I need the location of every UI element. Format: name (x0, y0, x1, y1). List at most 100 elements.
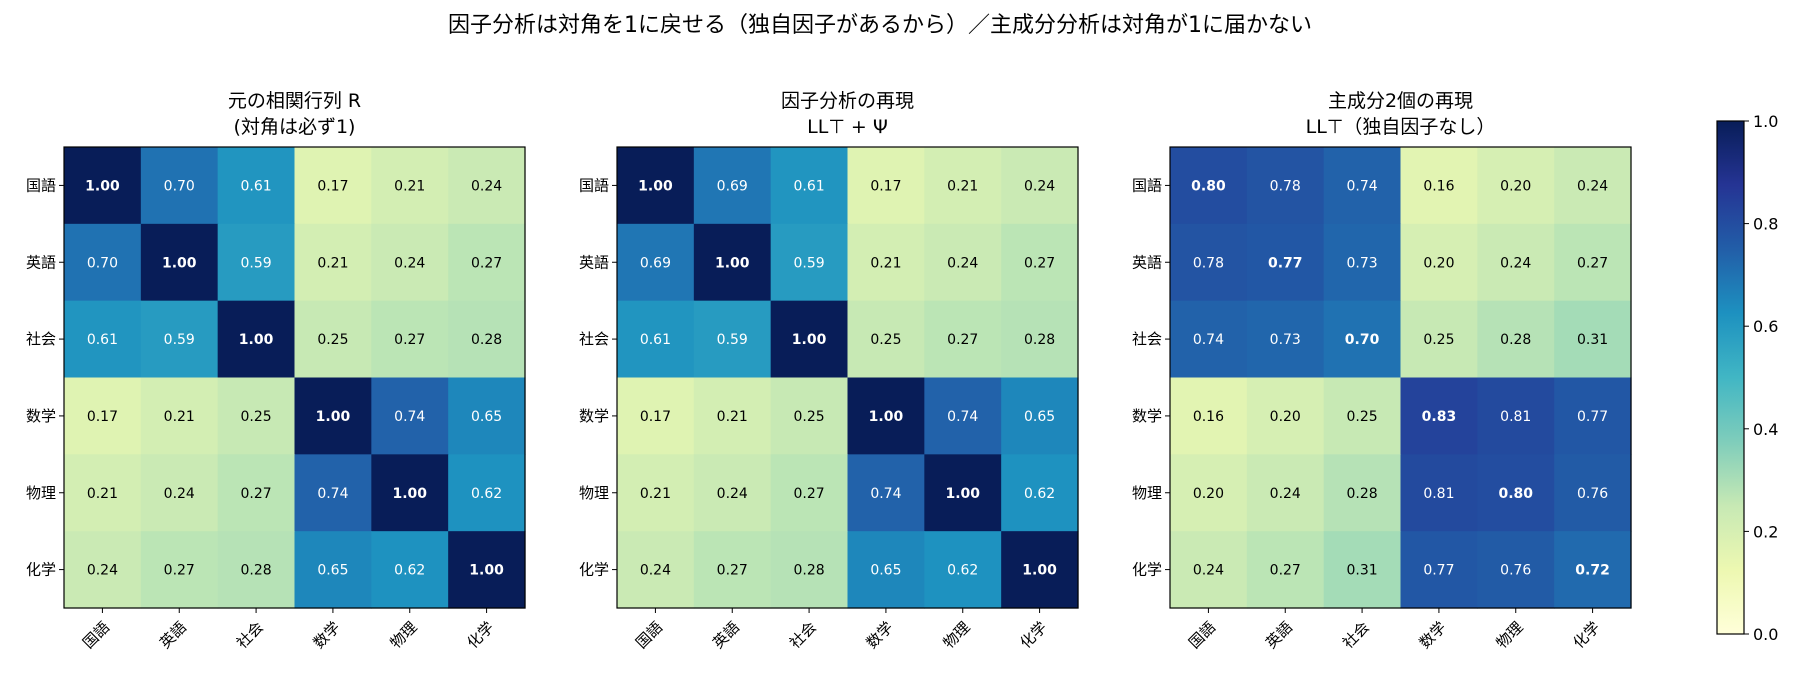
cell-value-label: 0.74 (317, 486, 348, 502)
panel-title-line: 因子分析の再現 (781, 90, 914, 112)
y-tick-label: 物理 (579, 484, 609, 502)
cell-value-label: 0.70 (164, 178, 195, 194)
heatmap-cell (371, 300, 449, 379)
cell-value-label: 1.00 (239, 332, 274, 348)
heatmap-cell (1001, 377, 1079, 455)
y-tick-label: 化学 (26, 561, 56, 579)
cell-value-label: 0.16 (1423, 178, 1454, 194)
cell-value-label: 0.31 (1577, 332, 1608, 348)
cell-value-label: 0.21 (947, 178, 978, 194)
heatmap-cell (770, 454, 849, 532)
cell-value-label: 0.21 (870, 255, 901, 271)
heatmap-cell (847, 147, 925, 225)
x-tick-label: 化学 (1016, 618, 1050, 652)
cell-value-label: 0.24 (1577, 178, 1608, 194)
heatmap-cell (617, 300, 695, 379)
x-tick-label: 数学 (863, 618, 897, 652)
heatmap-cell (1001, 531, 1079, 609)
heatmap-cell (847, 377, 925, 455)
cell-value-label: 0.78 (1270, 178, 1301, 194)
heatmap-cell (140, 223, 219, 302)
heatmap-cell (217, 223, 296, 302)
panel-title-line: (対角は必ず1) (234, 116, 356, 138)
cell-value-label: 0.28 (1346, 486, 1377, 502)
heatmap-cell (924, 300, 1002, 379)
x-tick-label: 社会 (786, 618, 820, 652)
cell-value-label: 0.80 (1191, 178, 1226, 194)
cell-value-label: 0.25 (870, 332, 901, 348)
cell-value-label: 0.62 (1024, 486, 1055, 502)
cell-value-label: 0.59 (793, 255, 824, 271)
cell-value-label: 0.81 (1423, 486, 1454, 502)
x-tick-label: 国語 (79, 618, 113, 652)
heatmap-cell (1246, 377, 1325, 455)
cell-value-label: 1.00 (945, 486, 980, 502)
heatmap-panel-3: 主成分2個の再現 LL⊤（独自因子なし） 0.80 0.78 0.74 0.16 0.20 0… (1132, 90, 1632, 652)
heatmap-cell (448, 300, 526, 379)
heatmap-cell (1246, 223, 1325, 302)
cell-value-label: 0.20 (1500, 178, 1531, 194)
heatmap-cell (1400, 454, 1478, 532)
cell-value-label: 0.59 (240, 255, 271, 271)
cell-value-label: 1.00 (85, 178, 120, 194)
heatmap-cell (1400, 147, 1478, 225)
cell-value-label: 0.27 (164, 563, 195, 579)
heatmap-cell (1170, 531, 1248, 609)
heatmap-cell (64, 223, 142, 302)
cell-value-label: 0.65 (1024, 409, 1055, 425)
heatmap-cell (847, 300, 925, 379)
cell-value-label: 0.21 (717, 409, 748, 425)
heatmap-cell (217, 300, 296, 379)
heatmap-cell (371, 223, 449, 302)
heatmap-cell (1400, 377, 1478, 455)
cell-value-label: 0.74 (1346, 178, 1377, 194)
cell-value-label: 0.25 (240, 409, 271, 425)
heatmap-cell (924, 531, 1002, 609)
heatmap-panel-2: 因子分析の再現 LL⊤ + Ψ 1.00 0.69 0.61 0.17 0.21 0.24 0.… (579, 90, 1079, 652)
heatmap-cell (617, 454, 695, 532)
heatmap-cell (1170, 300, 1248, 379)
heatmap-cell (770, 223, 849, 302)
cell-value-label: 0.31 (1346, 563, 1377, 579)
cell-value-label: 0.24 (471, 178, 502, 194)
cell-value-label: 0.76 (1577, 486, 1608, 502)
cell-value-label: 0.62 (394, 563, 425, 579)
heatmap-cell (217, 531, 296, 609)
x-tick-label: 英語 (709, 618, 743, 652)
heatmap-cell (64, 300, 142, 379)
heatmap-cell (847, 223, 925, 302)
heatmap-cell (140, 300, 219, 379)
heatmap-cell (693, 300, 772, 379)
cell-value-label: 0.27 (240, 486, 271, 502)
cell-value-label: 0.17 (870, 178, 901, 194)
cell-value-label: 0.83 (1422, 409, 1457, 425)
cell-value-label: 0.20 (1423, 255, 1454, 271)
panel-title-line: LL⊤（独自因子なし） (1306, 116, 1496, 138)
y-tick-label: 国語 (1132, 176, 1162, 194)
cell-value-label: 0.24 (1193, 563, 1224, 579)
heatmap-cell (1554, 223, 1632, 302)
cell-value-label: 1.00 (316, 409, 351, 425)
heatmap-cell (617, 223, 695, 302)
heatmap-cell (1477, 454, 1555, 532)
y-tick-label: 社会 (579, 330, 609, 348)
y-tick-label: 国語 (579, 176, 609, 194)
x-tick-label: 社会 (1339, 618, 1373, 652)
cell-value-label: 0.27 (793, 486, 824, 502)
cell-value-label: 0.65 (471, 409, 502, 425)
x-tick-label: 国語 (1185, 618, 1219, 652)
heatmap-cell (1554, 454, 1632, 532)
panel-title-line: 元の相関行列 R (228, 90, 361, 112)
colorbar-gradient (1716, 120, 1745, 635)
panel-frame (1169, 146, 1632, 609)
y-tick-label: 数学 (579, 407, 609, 425)
cell-value-label: 0.27 (471, 255, 502, 271)
cell-value-label: 1.00 (469, 563, 504, 579)
cell-value-label: 0.21 (640, 486, 671, 502)
heatmap-cell (1001, 454, 1079, 532)
cell-value-label: 0.65 (317, 563, 348, 579)
heatmap-cell (1323, 377, 1402, 455)
heatmap-cell (294, 377, 372, 455)
heatmap-cell (448, 147, 526, 225)
